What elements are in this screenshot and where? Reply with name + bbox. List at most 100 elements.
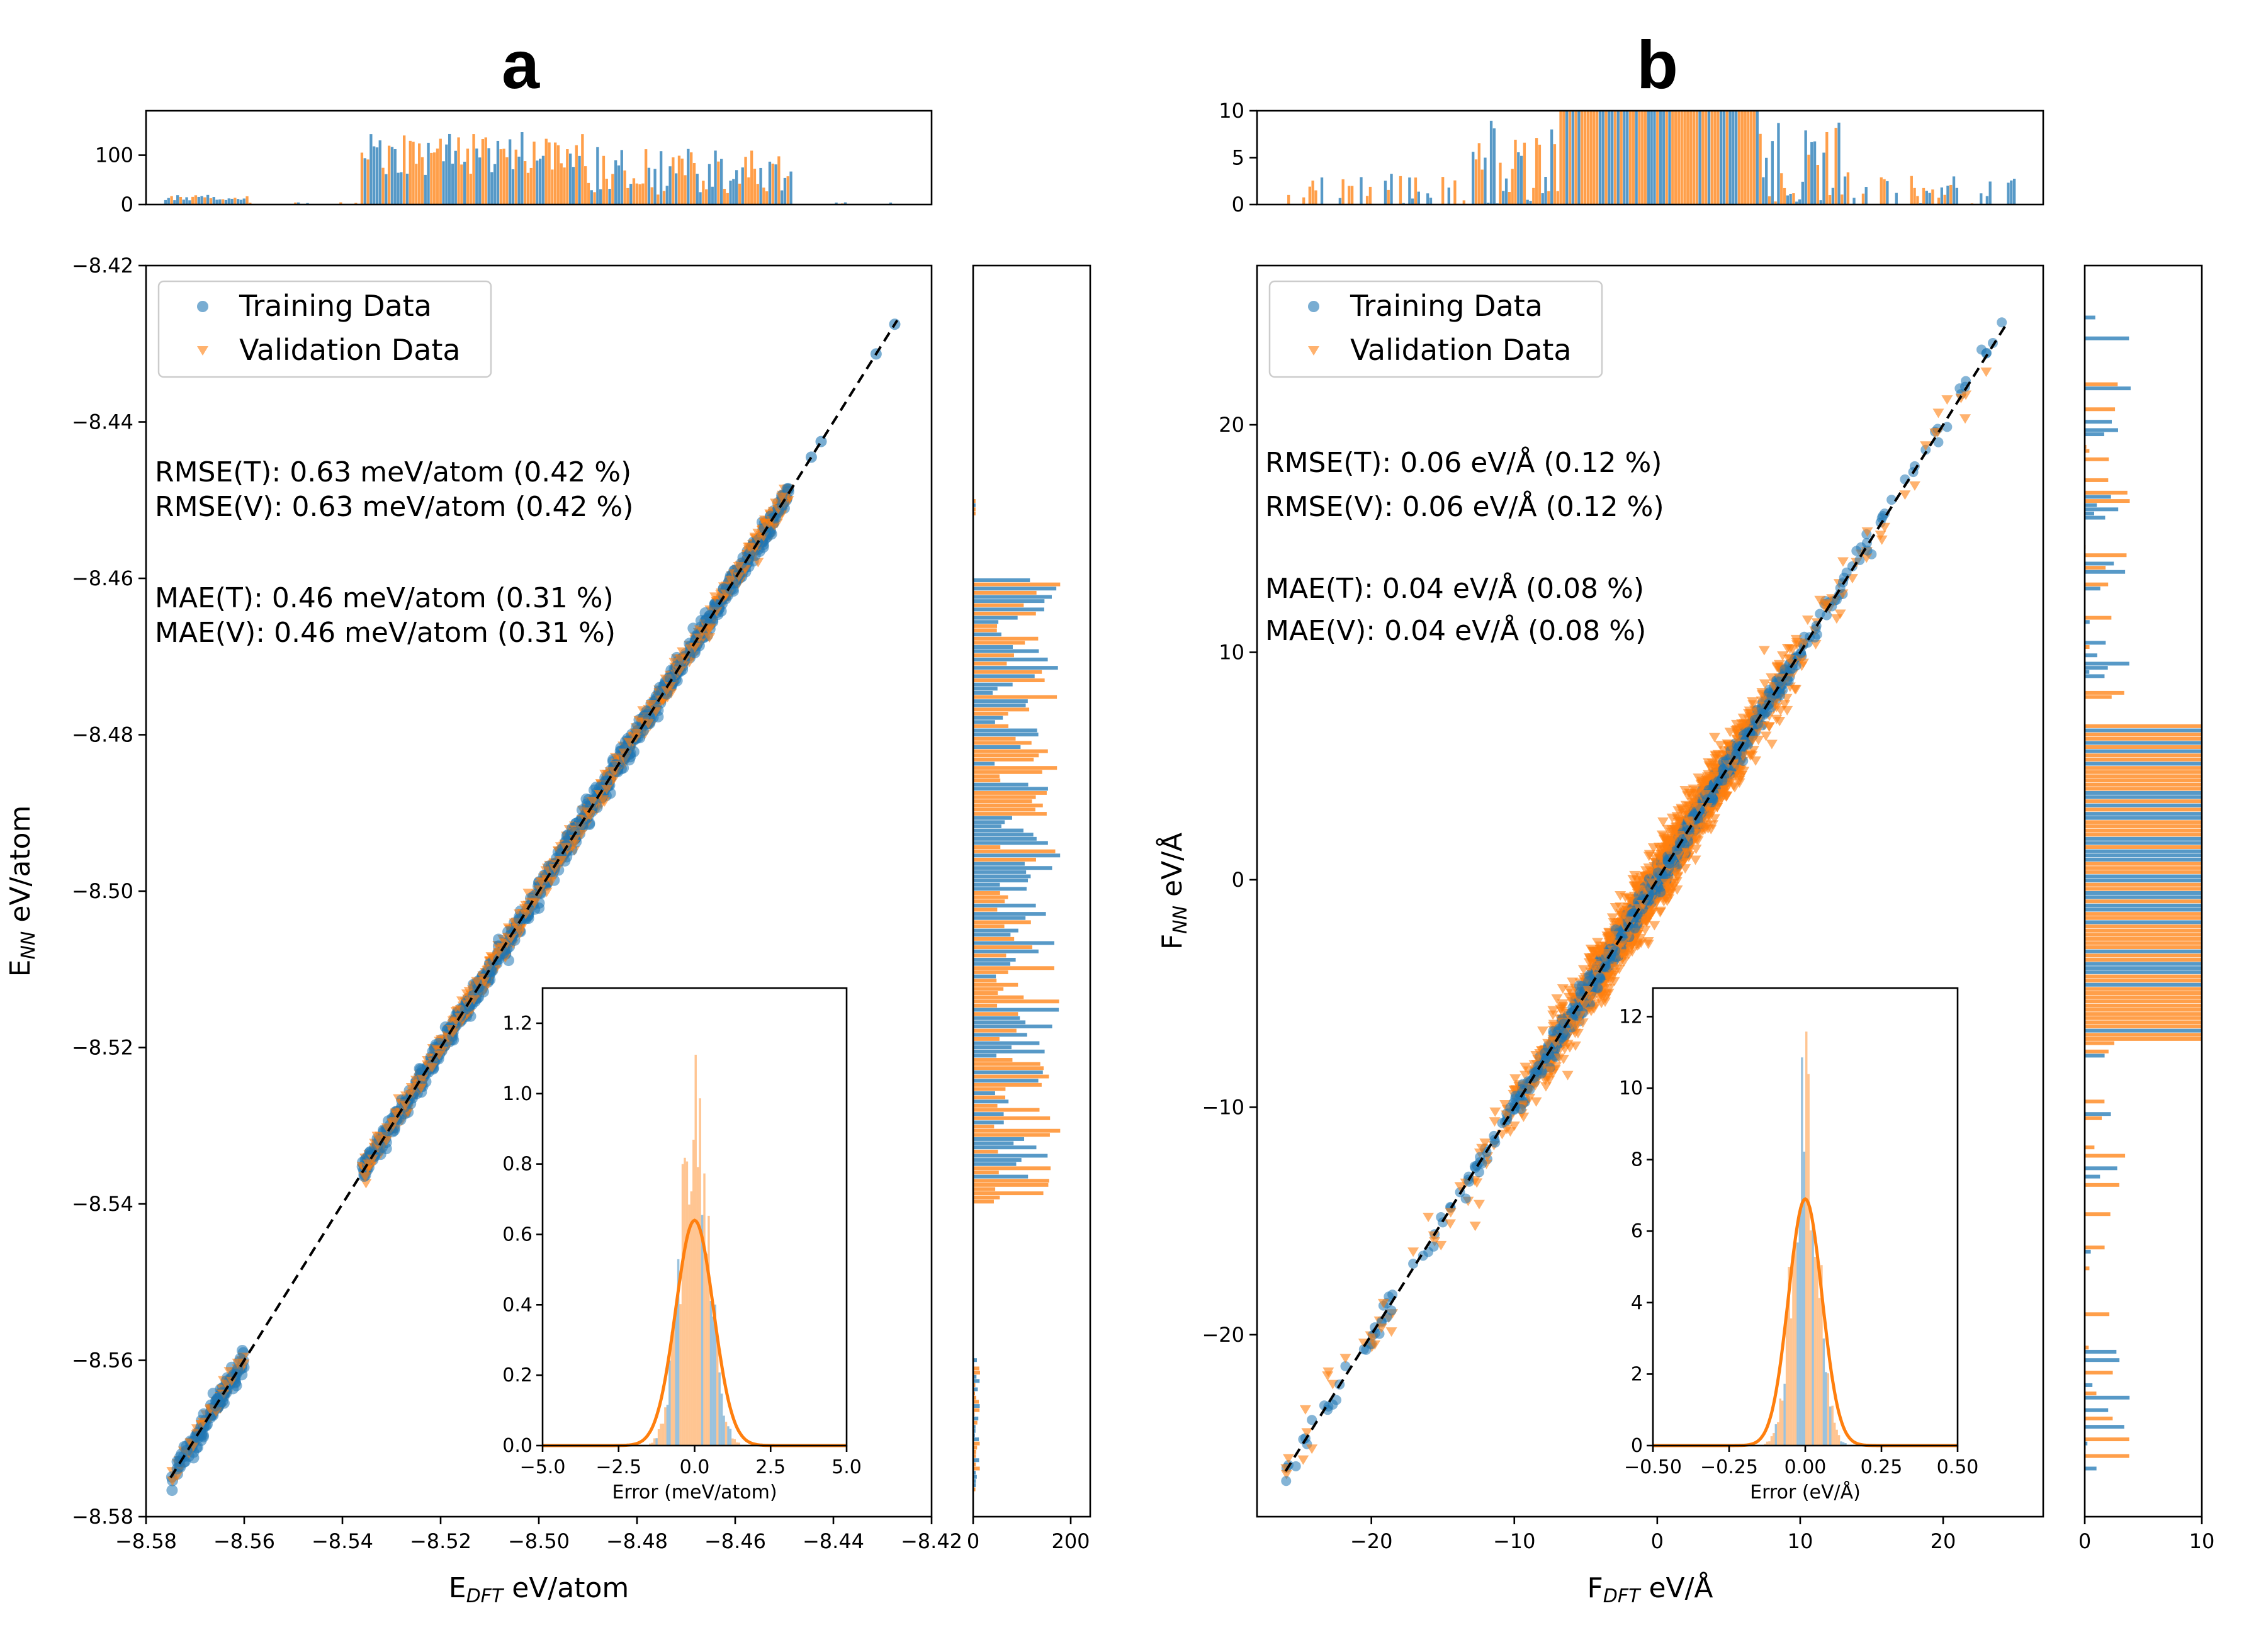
right-hist-bar	[973, 736, 1016, 741]
validation-point	[693, 633, 705, 643]
top-hist-bar	[705, 189, 708, 205]
top-hist-bar	[484, 137, 487, 205]
top-hist-bar	[768, 161, 772, 205]
top-hist-bar	[735, 170, 738, 205]
top-hist-bar	[242, 198, 245, 205]
right-hist-bar	[973, 887, 1027, 891]
right-hist-bar	[973, 595, 1052, 599]
top-hist-bar	[765, 191, 769, 205]
y-tick-label: −8.50	[72, 879, 133, 903]
inset-hist-bar	[733, 1439, 736, 1446]
inset-hist-bar	[736, 1442, 738, 1446]
right-hist-bar	[973, 1045, 1012, 1050]
top-hist-bar	[170, 196, 173, 205]
top-hist-bar	[835, 202, 838, 205]
right-hist-bar	[973, 895, 1008, 899]
right-hist-bar	[973, 724, 1009, 728]
top-hist-bar	[517, 156, 521, 205]
top-hist-bar	[756, 184, 759, 205]
right-hist-bar	[973, 1091, 995, 1096]
top-hist-bar	[554, 142, 557, 205]
inset-hist-bar	[738, 1442, 740, 1446]
inset-frame	[541, 987, 848, 1447]
top-hist-bar	[463, 161, 466, 205]
inset-y-tick-label: 0.8	[502, 1154, 533, 1176]
top-hist-bar	[206, 194, 210, 205]
right-hist-bar	[973, 1371, 980, 1375]
right-hist-bar	[973, 766, 1057, 770]
inset-hist-bar	[675, 1302, 677, 1446]
right-hist-bar	[973, 1082, 1042, 1087]
top-hist-bar	[164, 199, 167, 205]
right-hist-bar	[973, 1458, 979, 1463]
top-hist-bar	[445, 144, 448, 205]
top-hist-bar	[499, 149, 502, 205]
inset-hist-bar	[703, 1173, 706, 1446]
validation-point	[1758, 646, 1770, 656]
right-hist-bar	[973, 999, 1059, 1004]
inset-hist-bar	[694, 1054, 697, 1446]
inset-x-tick-label: 0.0	[680, 1456, 710, 1478]
right-hist-bar	[973, 511, 976, 515]
validation-point	[1747, 700, 1759, 710]
validation-point	[674, 655, 686, 665]
right-hist-bar	[973, 828, 1023, 833]
right-hist-bar	[973, 933, 1011, 937]
top-hist-bar	[369, 134, 373, 205]
top-hist-bar	[454, 150, 457, 205]
top-hist-bar	[502, 149, 505, 205]
validation-point	[583, 810, 595, 820]
right-hist-bar	[973, 1416, 979, 1420]
parity-line	[169, 319, 899, 1478]
inset-histogram: −5.0 −2.5 0.0 2.5 5.00.00.20.40.60.81.01.2Er…	[502, 987, 862, 1503]
top-hist-bar	[611, 174, 614, 205]
right-hist-bar	[973, 1454, 976, 1458]
right-hist-x-tick-label: 200	[1051, 1529, 1090, 1553]
top-hist-bar	[354, 203, 358, 205]
top-hist-bar	[521, 132, 524, 205]
top-hist-bar	[197, 196, 200, 205]
validation-point	[587, 797, 599, 807]
inset-hist-bar	[723, 1415, 725, 1446]
y-tick-label: −8.46	[72, 566, 133, 590]
right-hist-bar	[973, 1112, 1004, 1116]
right-hist-bar	[973, 912, 1046, 916]
y-tick-label: −10	[1202, 1095, 1244, 1119]
stat-line: RMSE(V): 0.63 meV/atom (0.42 %)	[155, 491, 633, 523]
right-hist-bar	[973, 615, 1018, 620]
top-hist-bar	[179, 196, 183, 205]
right-hist-bar	[973, 612, 1036, 615]
top-hist-bar	[608, 188, 611, 205]
validation-point	[1649, 921, 1660, 931]
top-hist-bar	[466, 149, 470, 205]
inset-hist-bar	[727, 1426, 730, 1446]
top-hist-bar	[843, 202, 847, 205]
top-hist-bar	[230, 198, 234, 205]
inset-hist-bar	[653, 1438, 656, 1446]
right-hist-bar	[973, 953, 1006, 958]
right-hist-bar	[973, 1016, 1020, 1020]
x-tick-label: −10	[1493, 1529, 1536, 1553]
stat-line: MAE(V): 0.46 meV/atom (0.31 %)	[155, 617, 616, 649]
validation-point	[381, 1123, 393, 1133]
top-hist-bar	[747, 177, 750, 205]
right-hist-bar	[973, 870, 1027, 874]
top-hist-bar	[708, 164, 711, 205]
x-axis-label: FDFT eV/Å	[1587, 1571, 1713, 1607]
top-hist-bar	[529, 167, 533, 205]
top-hist-bar	[541, 155, 545, 205]
stat-line: MAE(T): 0.46 meV/atom (0.31 %)	[155, 582, 614, 614]
right-hist-bar	[973, 824, 1001, 828]
inset-hist-bar	[685, 1161, 689, 1446]
training-point	[689, 647, 701, 659]
right-hist-bar	[973, 833, 1034, 837]
right-hist-bar	[973, 745, 1021, 750]
validation-point	[1537, 1026, 1549, 1037]
right-hist-bar	[973, 1079, 1039, 1083]
right-hist-bar	[973, 587, 1057, 591]
validation-point	[535, 877, 547, 887]
validation-point	[1499, 1100, 1511, 1110]
right-hist-bar	[973, 628, 997, 632]
validation-point	[645, 700, 657, 710]
